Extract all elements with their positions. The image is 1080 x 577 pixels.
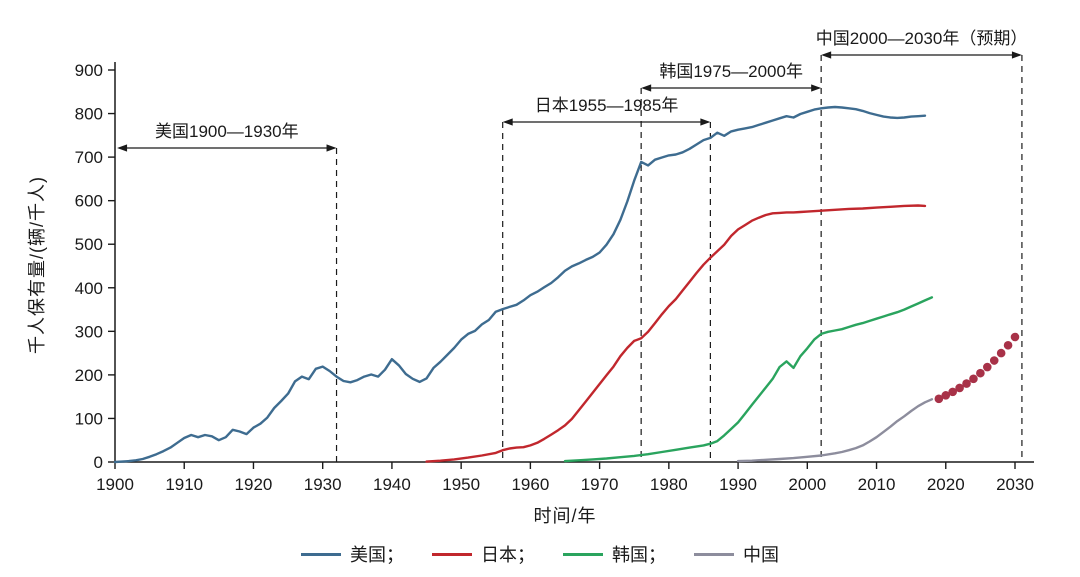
x-tick-label: 1980 [650,475,688,494]
arrow-head-right [1011,51,1022,59]
y-tick-label: 400 [75,279,103,298]
x-tick-label: 1970 [581,475,619,494]
annotation-label: 韩国1975—2000年 [659,62,803,81]
series-line-usa [113,105,927,464]
x-tick-label: 1990 [719,475,757,494]
legend-item-usa: 美国； [301,541,404,567]
series-line-japan [425,204,927,463]
y-tick-label: 200 [75,366,103,385]
legend-label-china: 中国 [743,545,779,565]
x-tick-label: 1940 [373,475,411,494]
legend: 美国； 日本； 韩国； 中国 [0,541,1080,567]
y-tick-label: 100 [75,409,103,428]
forecast-dot [962,379,971,388]
legend-swatch-usa [301,552,341,556]
annotation-label: 美国1900—1930年 [155,122,299,141]
arrow-head-left [821,51,832,59]
y-tick-label: 0 [94,453,103,472]
forecast-dot [948,387,957,397]
forecast-dot [969,374,978,384]
arrow-head-left [117,144,128,152]
x-tick-label: 2020 [927,475,965,494]
annotation-label: 中国2000—2030年（预期） [816,29,1028,48]
y-tick-label: 800 [75,105,103,124]
forecast-dot [934,394,944,404]
x-tick-label: 2010 [858,475,896,494]
forecast-dot [989,356,999,365]
arrow-head-right [700,118,711,126]
legend-swatch-korea [563,552,603,556]
series-line-china [736,398,934,463]
y-tick-label: 700 [75,148,103,167]
x-tick-label: 2000 [788,475,826,494]
x-tick-label: 1900 [96,475,134,494]
x-axis-title: 时间/年 [533,506,597,526]
forecast-dot [983,362,992,372]
x-tick-label: 2030 [996,475,1034,494]
y-tick-label: 300 [75,322,103,341]
annotation-label: 日本1955—1985年 [535,96,679,115]
legend-item-japan: 日本； [432,541,535,567]
legend-item-korea: 韩国； [563,541,666,567]
x-tick-label: 1950 [442,475,480,494]
legend-label-japan: 日本； [481,545,535,565]
forecast-dot [996,348,1006,358]
arrow-head-right [326,144,337,152]
arrow-head-right [811,84,822,92]
forecast-dot [955,383,964,393]
x-tick-label: 1960 [511,475,549,494]
forecast-dot [941,391,951,400]
legend-swatch-japan [432,552,472,556]
legend-swatch-china [694,552,734,556]
series-line-korea [563,296,934,463]
y-tick-label: 900 [75,61,103,80]
arrow-head-left [641,84,652,92]
legend-label-korea: 韩国； [612,545,666,565]
x-tick-label: 1930 [304,475,342,494]
x-tick-label: 1910 [165,475,203,494]
y-axis-title: 千人保有量/(辆/千人) [27,176,47,354]
y-tick-label: 500 [75,235,103,254]
forecast-dot [976,368,985,378]
legend-label-usa: 美国； [350,545,404,565]
legend-item-china: 中国 [694,541,779,567]
x-tick-label: 1920 [235,475,273,494]
forecast-dot [1010,332,1020,342]
arrow-head-left [502,118,513,126]
forecast-dot [1003,340,1013,350]
y-tick-label: 600 [75,192,103,211]
